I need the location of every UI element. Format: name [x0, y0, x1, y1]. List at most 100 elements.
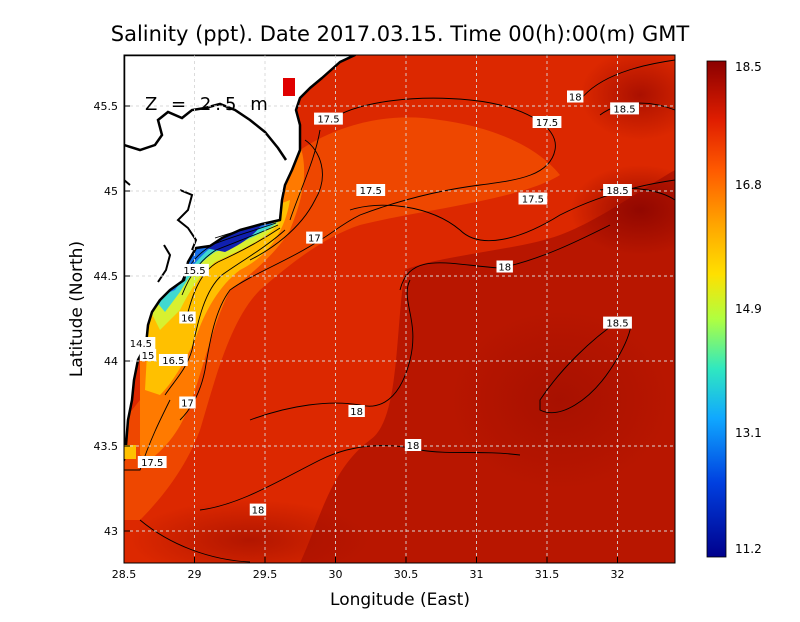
contour-label-text: 18.5 [606, 186, 628, 197]
colorbar-tick-label: 16.8 [735, 178, 762, 192]
x-tick-label: 32 [611, 568, 625, 581]
x-axis-label: Longitude (East) [330, 590, 470, 610]
x-tick-label: 29.5 [253, 568, 278, 581]
contour-label-text: 17 [308, 234, 321, 245]
y-tick-label: 43.5 [94, 440, 119, 453]
contour-label-box [518, 192, 548, 205]
contour-label-text: 17 [181, 399, 194, 410]
contour-label-box [126, 337, 156, 349]
contour-label-box [496, 260, 513, 273]
contour-label-box [249, 503, 267, 516]
contour-label-text: 17.5 [317, 115, 339, 126]
contour-label-text: 18 [407, 441, 420, 452]
contour-label: 17.5 [356, 184, 386, 197]
contour-label-text: 18 [569, 93, 582, 104]
colorbar-tick-label: 14.9 [735, 302, 762, 316]
contour-label-text: 14.5 [130, 339, 152, 350]
contour-label: 18.5 [610, 102, 639, 115]
contour-label: 15 [139, 348, 157, 362]
land-mass [124, 55, 357, 462]
depth-annotation: Z = 2.5 m [145, 94, 272, 115]
contour-label: 18.5 [603, 316, 632, 330]
northeast-hotspot [580, 55, 675, 140]
southwest-dark-region [130, 500, 370, 563]
contour-label-box [158, 354, 188, 366]
contour-label-text: 18 [498, 263, 511, 274]
contour-label-text: 18.5 [613, 104, 635, 115]
contour-label-text: 17.5 [522, 195, 544, 206]
contour-label: 17.5 [532, 116, 562, 129]
contour-label-box [404, 439, 422, 451]
x-axis-ticks: 28.5 29 29.5 30 30.5 31 31.5 32 [112, 557, 625, 581]
colorbar-ticks: 18.5 16.8 14.9 13.1 11.2 [735, 60, 762, 556]
contour-label: 18 [404, 439, 422, 452]
contour-label: 18 [567, 90, 584, 104]
contour-17-5-coastal [249, 139, 323, 261]
contour-label-box [603, 316, 632, 329]
contour-label-text: 15 [142, 351, 155, 362]
contour-label-box [610, 102, 639, 115]
east-hotspot [570, 165, 675, 255]
contour-label-text: 15.5 [183, 266, 205, 277]
colorbar-tick-label: 18.5 [735, 60, 762, 74]
contour-16-5-coastal [164, 229, 286, 396]
contour-label-box [603, 184, 632, 196]
contour-label-text: 17.5 [536, 118, 558, 129]
grid-lines [124, 55, 675, 563]
contour-label: 18 [496, 260, 513, 274]
y-tick-label: 45.5 [94, 100, 119, 113]
y-tick-label: 43 [104, 525, 118, 538]
y-tick-label: 44 [104, 355, 118, 368]
contour-18-5-south [539, 317, 632, 414]
contour-14-5-coastal [214, 221, 275, 239]
contour-label-box [532, 116, 562, 128]
contour-18-central [249, 279, 414, 421]
x-tick-label: 28.5 [112, 568, 137, 581]
contour-label: 17.5 [314, 112, 343, 126]
contour-label-box [348, 405, 365, 417]
contour-17-5-north [319, 97, 556, 241]
contour-17-5-river [289, 129, 321, 221]
plot-frame [123, 54, 676, 564]
contour-label: 17.5 [518, 192, 548, 206]
contour-label-text: 17.5 [141, 458, 163, 469]
coastal-cell [124, 445, 136, 459]
contour-label-text: 18 [252, 506, 265, 517]
coastline-detail [124, 102, 288, 161]
contour-label: 14.5 [126, 337, 156, 350]
y-axis-label: Latitude (North) [67, 241, 87, 377]
south-hotspot [450, 310, 670, 490]
contour-label-box [137, 456, 167, 468]
contour-label-text: 18 [350, 407, 363, 418]
contour-label: 15.5 [180, 263, 209, 277]
x-tick-label: 29 [188, 568, 202, 581]
coastal-cell [283, 78, 295, 96]
colorbar-tick-label: 11.2 [735, 542, 762, 556]
contour-label-box [179, 311, 196, 324]
contour-label: 17 [179, 396, 196, 410]
contour-label-text: 16.5 [162, 356, 184, 367]
contour-17-5-shore [124, 399, 171, 471]
y-axis-ticks: 43 43.5 44 44.5 45 45.5 [94, 100, 130, 538]
x-tick-label: 31 [470, 568, 484, 581]
contour-label: 17.5 [137, 456, 167, 469]
contour-label: 18 [249, 503, 267, 517]
contour-label-text: 16 [181, 314, 194, 325]
danube-plume-dark-blue [205, 224, 262, 252]
contour-label-text: 17.5 [360, 186, 382, 197]
coastal-plume-yellow [145, 200, 290, 395]
danube-plume-green [150, 222, 280, 330]
colorbar-tick-label: 13.1 [735, 426, 762, 440]
contour-18-southwest [139, 519, 251, 563]
contour-label-box [180, 263, 209, 276]
x-tick-label: 31.5 [535, 568, 560, 581]
y-tick-label: 45 [104, 185, 118, 198]
colorbar-gradient [706, 60, 727, 558]
contour-label-box [179, 396, 196, 409]
contour-15-5-coastal [181, 224, 279, 296]
colorbar: 18.5 16.8 14.9 13.1 11.2 [706, 60, 762, 558]
contour-18-north [579, 59, 675, 101]
contour-label: 18.5 [603, 184, 632, 197]
